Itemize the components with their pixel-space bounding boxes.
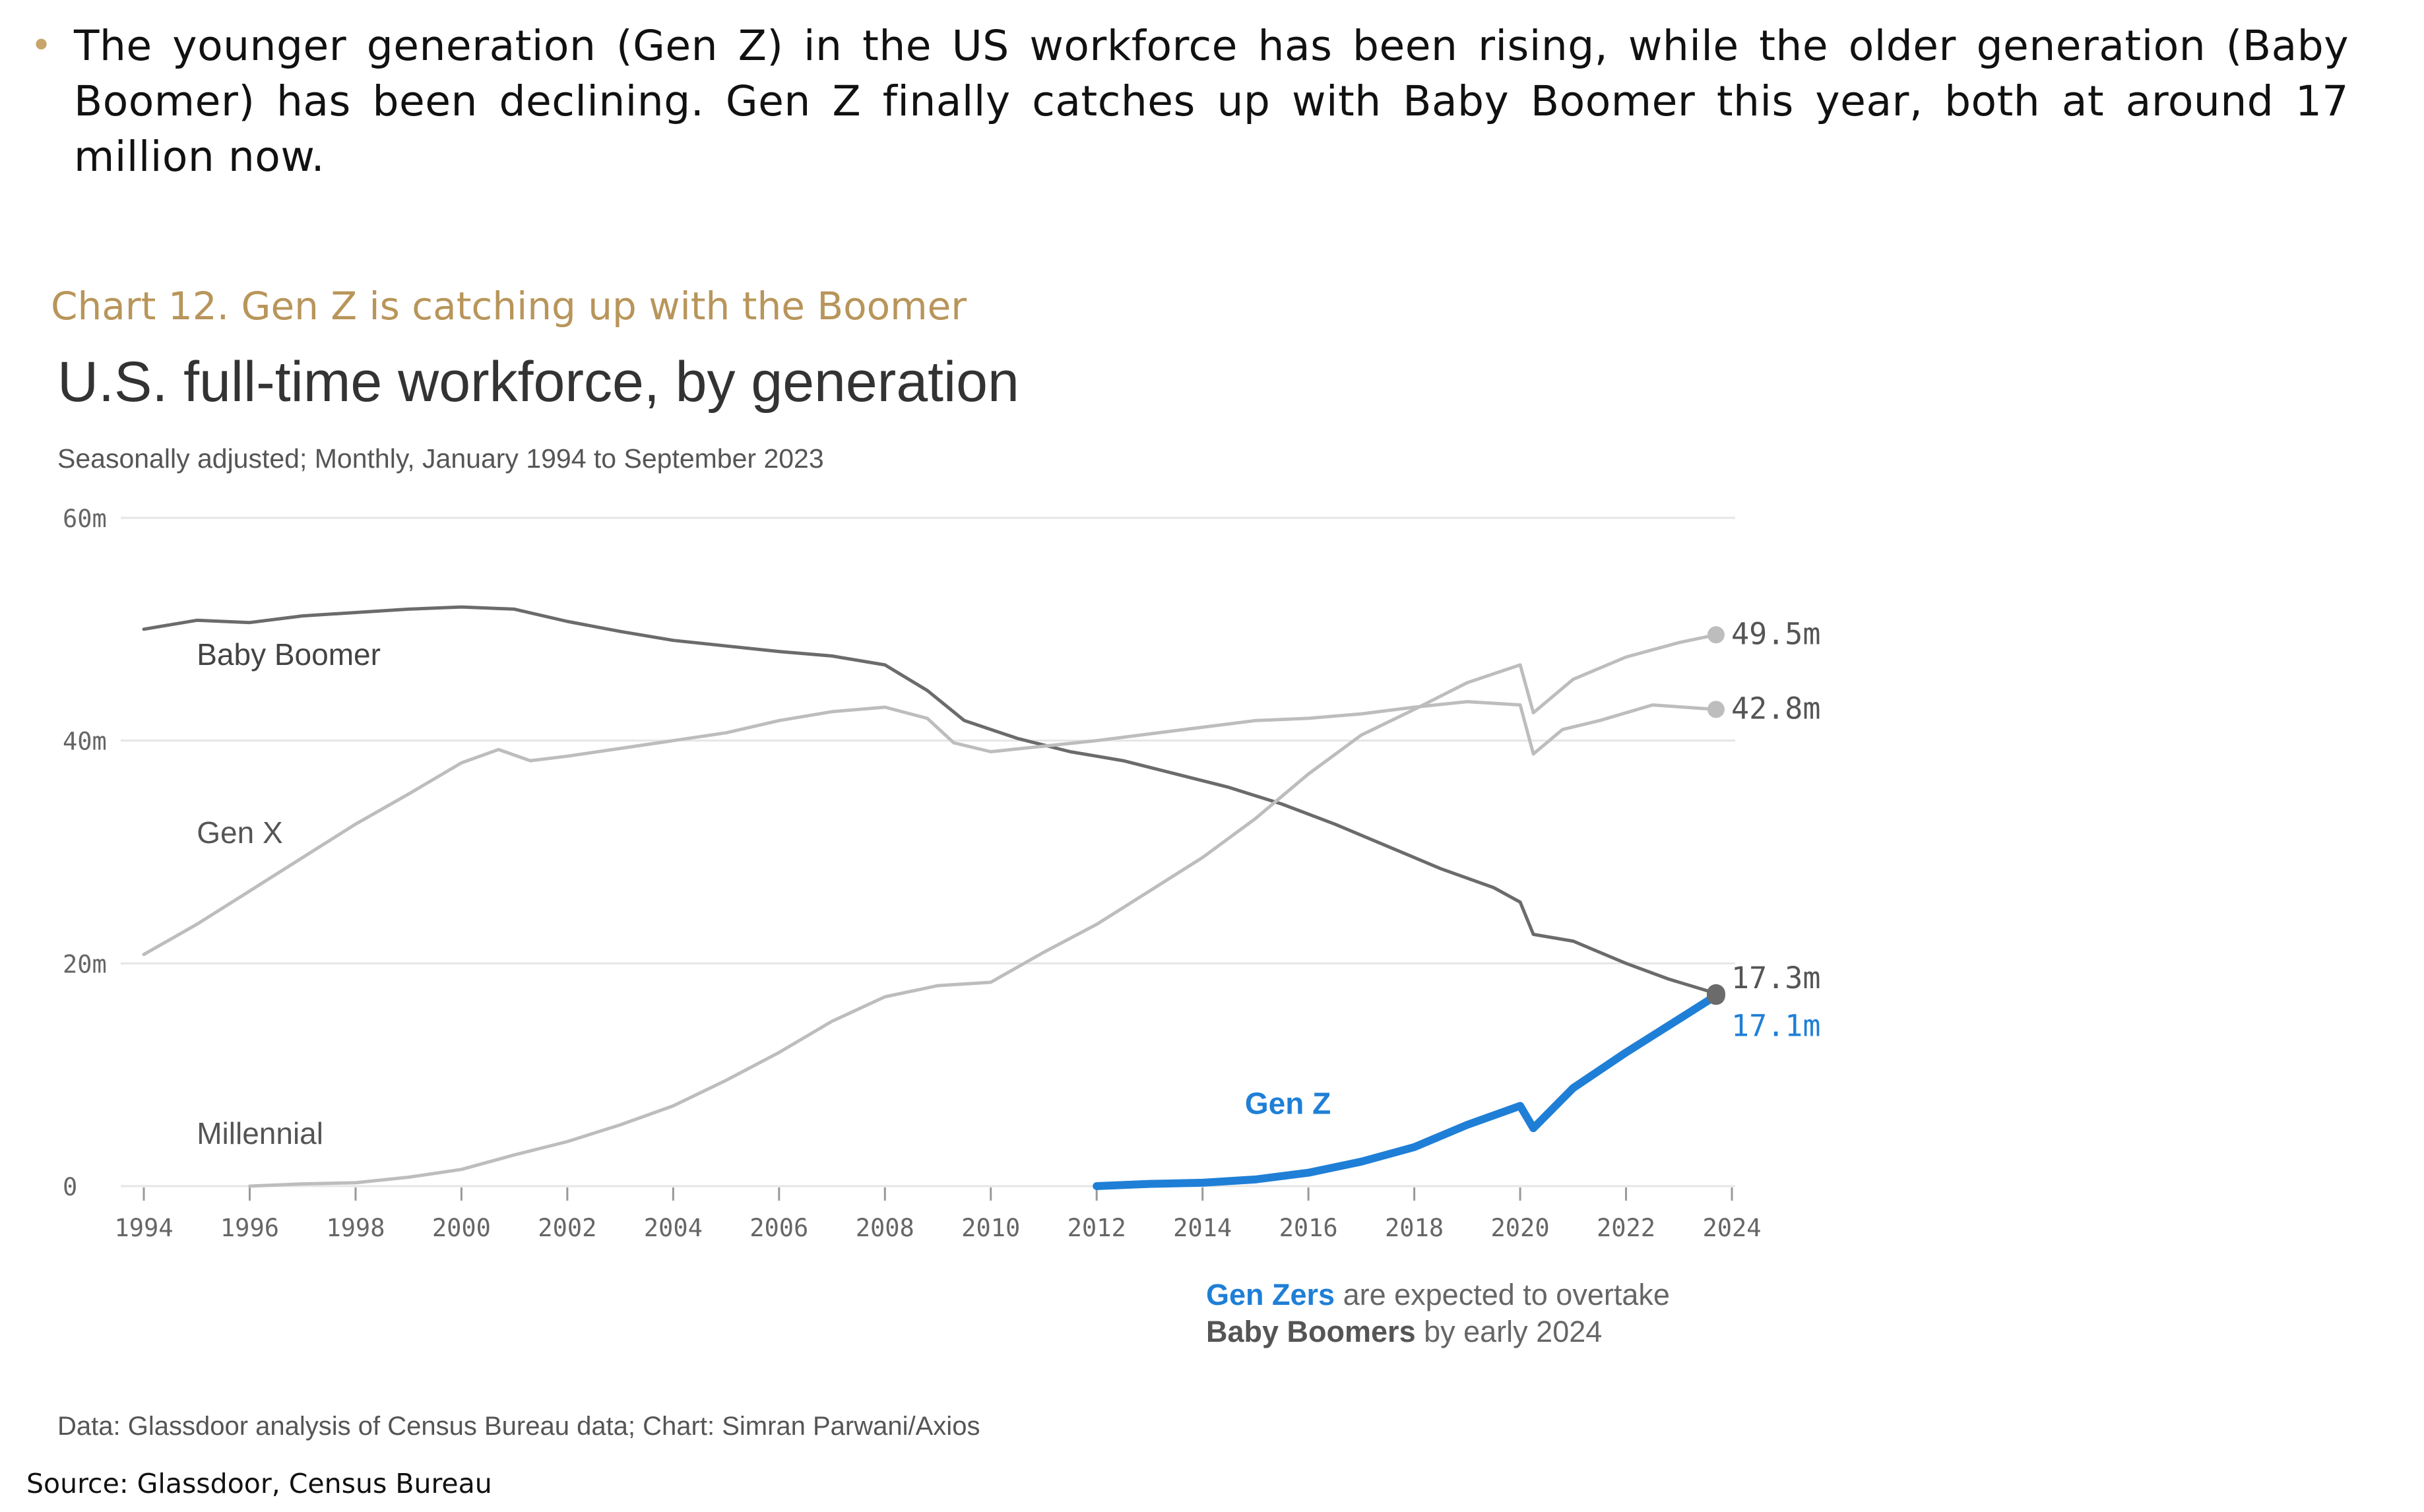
summary-text: The younger generation (Gen Z) in the US… — [74, 22, 2349, 181]
note-bold: Baby Boomers — [1206, 1315, 1416, 1348]
x-tick-label-13: 2020 — [1491, 1214, 1550, 1242]
series-label-baby-boomer: Baby Boomer — [197, 637, 381, 672]
x-tick-label-15: 2024 — [1702, 1214, 1761, 1242]
y-tick-label-0: 0 — [63, 1173, 77, 1201]
label-layer: 0 20m 40m 60m 1994 1996 1998 2000 2002 2004 2006 20… — [63, 505, 1820, 1242]
series-line-gen-x — [142, 700, 1718, 957]
end-label-millennial: 49.5m — [1731, 616, 1820, 651]
summary-bullet: • The younger generation (Gen Z) in the … — [26, 18, 2349, 185]
series-line-gen-z — [1093, 992, 1720, 1190]
x-tick-label-9: 2012 — [1068, 1214, 1126, 1242]
source-note: Source: Glassdoor, Census Bureau — [26, 1468, 492, 1499]
chart-caption: Chart 12. Gen Z is catching up with the … — [51, 284, 967, 329]
x-tick-label-3: 2000 — [432, 1214, 491, 1242]
series-label-gen-z: Gen Z — [1245, 1086, 1331, 1120]
x-tick-label-12: 2018 — [1385, 1214, 1444, 1242]
series-line-millennial — [248, 633, 1718, 1188]
x-tick-label-7: 2008 — [856, 1214, 914, 1242]
bullet-marker: • — [30, 24, 53, 67]
note-text-1: are expected to overtake — [1335, 1278, 1670, 1311]
series-label-millennial: Millennial — [197, 1116, 323, 1150]
x-tick-label-6: 2006 — [750, 1214, 808, 1242]
x-tick-label-4: 2002 — [538, 1214, 596, 1242]
chart-credit: Data: Glassdoor analysis of Census Burea… — [57, 1412, 980, 1441]
x-tick-label-0: 1994 — [114, 1214, 173, 1242]
x-tick-label-2: 1998 — [326, 1214, 385, 1242]
x-tick-label-14: 2022 — [1597, 1214, 1655, 1242]
end-label-baby-boomer: 17.3m — [1731, 961, 1820, 995]
end-dot-gen-z — [1706, 986, 1725, 1005]
chart-title: U.S. full-time workforce, by generation — [57, 350, 1019, 414]
series-layer — [142, 605, 1725, 1190]
y-tick-label-2: 40m — [63, 728, 107, 756]
end-dot-millennial — [1707, 626, 1725, 644]
x-tick-label-10: 2014 — [1173, 1214, 1232, 1242]
grid-layer — [121, 517, 1735, 1201]
note-text-2: by early 2024 — [1415, 1315, 1603, 1348]
end-label-gen-z: 17.1m — [1731, 1009, 1820, 1044]
x-tick-label-5: 2004 — [644, 1214, 703, 1242]
x-tick-label-11: 2016 — [1279, 1214, 1338, 1242]
x-tick-label-8: 2010 — [961, 1214, 1020, 1242]
chart-annotation: Gen Zers are expected to overtake Baby B… — [1206, 1276, 1670, 1350]
end-dot-gen-x — [1707, 701, 1725, 718]
y-tick-label-1: 20m — [63, 950, 107, 978]
series-label-gen-x: Gen X — [197, 815, 282, 850]
series-line-baby-boomer — [142, 605, 1718, 995]
end-label-gen-x: 42.8m — [1731, 691, 1820, 726]
note-highlight: Gen Zers — [1206, 1278, 1335, 1311]
x-tick-label-1: 1996 — [220, 1214, 279, 1242]
chart-subtitle: Seasonally adjusted; Monthly, January 19… — [57, 443, 824, 474]
y-tick-label-3: 60m — [63, 505, 107, 533]
